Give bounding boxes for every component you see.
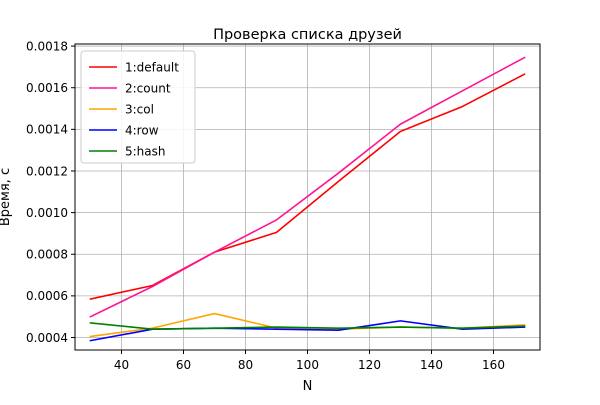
x-tick-label: 80 (238, 358, 253, 372)
grid (75, 44, 540, 350)
y-axis-ticks: 0.0004 0.0006 0.0008 0.0010 0.0012 0.0014 0.00… (26, 39, 75, 345)
series-lines (89, 56, 526, 342)
x-tick-label: 40 (114, 358, 129, 372)
legend-items: 1:default 2:count 3:col 4:row 5:hash (89, 60, 179, 158)
legend-label: 4:row (125, 123, 159, 137)
x-tick-label: 120 (358, 358, 381, 372)
y-tick-label: 0.0014 (26, 123, 68, 137)
y-tick-label: 0.0016 (26, 81, 68, 95)
x-tick-label: 140 (420, 358, 443, 372)
y-tick-label: 0.0008 (26, 248, 68, 262)
x-tick-label: 160 (482, 358, 505, 372)
legend-frame (80, 50, 196, 164)
y-tick-label: 0.0010 (26, 206, 68, 220)
legend: 1:default 2:count 3:col 4:row 5:hash (80, 50, 196, 164)
y-tick-label: 0.0006 (26, 289, 68, 303)
legend-label: 2:count (125, 81, 171, 95)
legend-label: 5:hash (125, 144, 166, 158)
y-tick-label: 0.0012 (26, 164, 68, 178)
legend-label: 3:col (125, 102, 154, 116)
x-axis-ticks: 40 60 80 100 120 140 160 (114, 350, 505, 372)
chart-title: Проверка списка друзей (213, 27, 402, 43)
y-tick-label: 0.0004 (26, 331, 68, 345)
x-axis-label: N (303, 379, 313, 394)
y-axis-label: Время, с (0, 168, 13, 226)
y-tick-label: 0.0018 (26, 39, 68, 53)
series-line-2 (89, 56, 526, 318)
x-tick-label: 100 (296, 358, 319, 372)
legend-label: 1:default (125, 60, 179, 74)
series-line-5 (89, 322, 526, 330)
x-tick-label: 60 (176, 358, 191, 372)
